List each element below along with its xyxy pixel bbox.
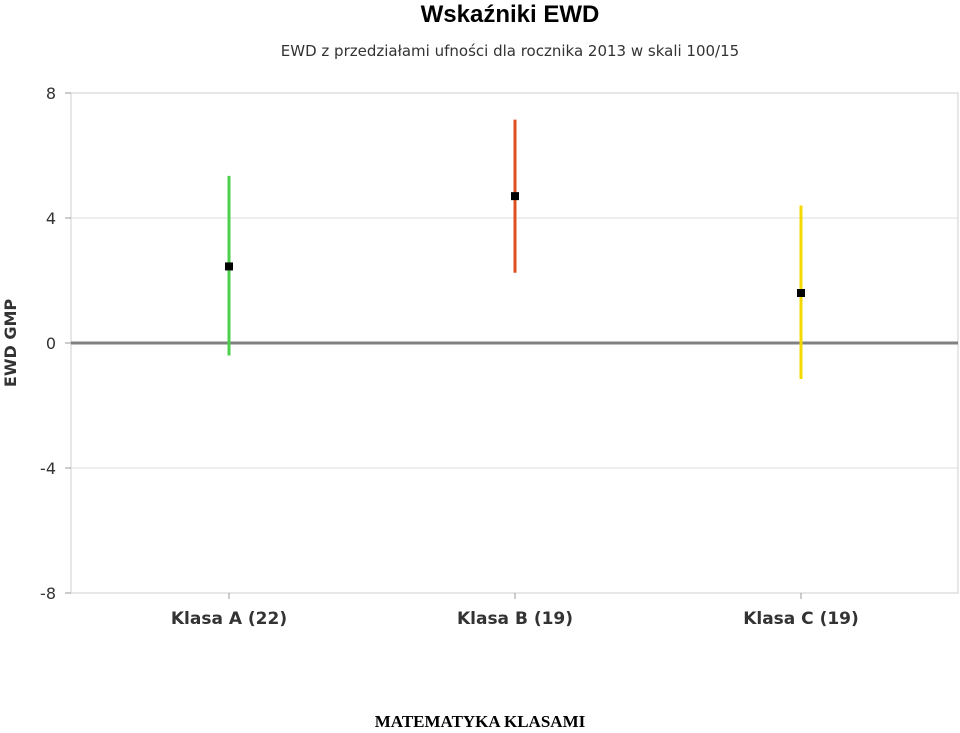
ewd-point: [797, 289, 805, 297]
ewd-point: [511, 192, 519, 201]
y-tick-label: -8: [40, 584, 56, 603]
ewd-point: [225, 262, 233, 271]
y-axis-label: EWD GMP: [1, 299, 20, 387]
x-axis: Klasa A (22) Klasa B (19) Klasa C (19): [171, 593, 859, 629]
y-tick-label: 8: [46, 84, 56, 103]
chart-title: Wskaźniki EWD: [421, 1, 600, 28]
x-tick-label: Klasa A (22): [171, 609, 287, 629]
chart-subtitle: EWD z przedziałami ufności dla rocznika …: [281, 42, 739, 60]
footer-caption: MATEMATYKA KLASAMI: [374, 712, 586, 731]
error-bars: [225, 119, 805, 379]
y-tick-label: 0: [46, 334, 56, 353]
x-tick-label: Klasa C (19): [743, 609, 859, 629]
ewd-chart: Wskaźniki EWD EWD z przedziałami ufności…: [1, 1, 959, 629]
y-tick-label: 4: [46, 209, 56, 228]
x-tick-label: Klasa B (19): [457, 609, 573, 629]
y-tick-label: -4: [40, 459, 56, 478]
y-axis: 8 4 0 -4 -8: [40, 84, 71, 603]
